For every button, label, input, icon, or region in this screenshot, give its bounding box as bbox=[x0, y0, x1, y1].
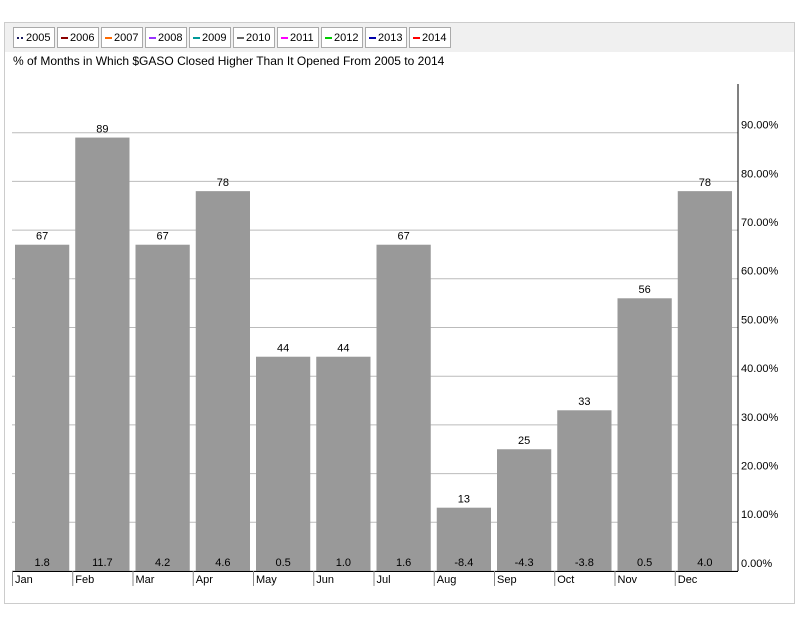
change-label: 0.5 bbox=[275, 557, 290, 569]
bar bbox=[15, 244, 70, 571]
change-label: 1.6 bbox=[396, 557, 411, 569]
x-tick-label: Jul bbox=[377, 574, 391, 586]
y-tick-label: 40.00% bbox=[741, 363, 779, 375]
legend-label: 2012 bbox=[334, 32, 358, 44]
y-tick-label: 30.00% bbox=[741, 412, 779, 424]
value-label: 13 bbox=[458, 494, 470, 506]
change-label: 4.2 bbox=[155, 557, 170, 569]
x-tick-label: Mar bbox=[136, 574, 155, 586]
value-label: 67 bbox=[36, 231, 48, 243]
change-label: -3.8 bbox=[575, 557, 594, 569]
bar bbox=[436, 507, 491, 571]
value-label: 78 bbox=[699, 177, 711, 189]
change-label: 0.5 bbox=[637, 557, 652, 569]
x-tick-label: Apr bbox=[196, 574, 213, 586]
bar bbox=[256, 356, 311, 571]
value-label: 56 bbox=[639, 284, 651, 296]
x-tick-label: Sep bbox=[497, 574, 517, 586]
bar bbox=[617, 298, 672, 571]
value-label: 78 bbox=[217, 177, 229, 189]
bar bbox=[316, 356, 371, 571]
x-tick-label: Dec bbox=[678, 574, 698, 586]
value-label: 67 bbox=[157, 231, 169, 243]
bar bbox=[497, 449, 552, 571]
x-tick-label: May bbox=[256, 574, 277, 586]
y-tick-label: 70.00% bbox=[741, 217, 779, 229]
bar bbox=[135, 244, 190, 571]
legend-item[interactable] bbox=[145, 27, 187, 48]
change-label: 11.7 bbox=[92, 557, 113, 569]
change-label: 1.8 bbox=[34, 557, 49, 569]
legend-item[interactable] bbox=[13, 27, 55, 48]
y-tick-label: 10.00% bbox=[741, 509, 779, 521]
chart-title: % of Months in Which $GASO Closed Higher… bbox=[13, 54, 445, 68]
legend-label: 2006 bbox=[70, 32, 94, 44]
legend-label: 2005 bbox=[26, 32, 50, 44]
bar bbox=[557, 410, 612, 571]
value-label: 33 bbox=[578, 396, 590, 408]
x-tick-label: Oct bbox=[557, 574, 574, 586]
legend-item[interactable] bbox=[57, 27, 99, 48]
value-label: 89 bbox=[96, 123, 108, 135]
change-label: 4.0 bbox=[697, 557, 712, 569]
change-label: -8.4 bbox=[454, 557, 473, 569]
legend-label: 2008 bbox=[158, 32, 182, 44]
y-tick-label: 0.00% bbox=[741, 558, 772, 570]
legend-item[interactable] bbox=[233, 27, 275, 48]
legend-item[interactable] bbox=[189, 27, 231, 48]
x-tick-label: Aug bbox=[437, 574, 457, 586]
legend-item[interactable] bbox=[321, 27, 363, 48]
bar bbox=[75, 137, 130, 571]
y-tick-label: 90.00% bbox=[741, 120, 779, 132]
legend-item[interactable] bbox=[277, 27, 319, 48]
value-label: 25 bbox=[518, 435, 530, 447]
value-label: 44 bbox=[277, 343, 289, 355]
bar bbox=[376, 244, 431, 571]
bar bbox=[677, 191, 732, 571]
legend-label: 2009 bbox=[202, 32, 226, 44]
legend-label: 2010 bbox=[246, 32, 270, 44]
y-tick-label: 20.00% bbox=[741, 461, 779, 473]
legend-item[interactable] bbox=[101, 27, 143, 48]
y-tick-label: 60.00% bbox=[741, 266, 779, 278]
legend-label: 2011 bbox=[290, 32, 314, 44]
change-label: 1.0 bbox=[336, 557, 351, 569]
legend-label: 2007 bbox=[114, 32, 138, 44]
change-label: 4.6 bbox=[215, 557, 230, 569]
value-label: 44 bbox=[337, 343, 349, 355]
y-tick-label: 80.00% bbox=[741, 168, 779, 180]
bar bbox=[195, 191, 250, 571]
value-label: 67 bbox=[398, 231, 410, 243]
legend-label: 2014 bbox=[422, 32, 446, 44]
x-tick-label: Nov bbox=[618, 574, 638, 586]
legend-item[interactable] bbox=[409, 27, 451, 48]
x-tick-label: Feb bbox=[75, 574, 94, 586]
legend-label: 2013 bbox=[378, 32, 402, 44]
y-tick-label: 50.00% bbox=[741, 314, 779, 326]
change-label: -4.3 bbox=[515, 557, 534, 569]
x-tick-label: Jan bbox=[15, 574, 33, 586]
legend-item[interactable] bbox=[365, 27, 407, 48]
x-tick-label: Jun bbox=[316, 574, 334, 586]
